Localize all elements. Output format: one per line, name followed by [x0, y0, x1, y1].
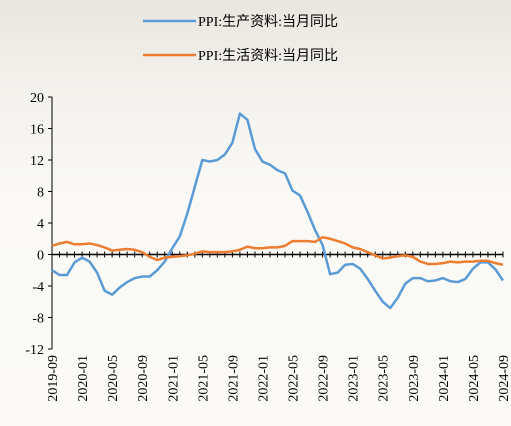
x-tick-label: 2023-01 — [347, 355, 362, 402]
x-tick-label: 2023-05 — [377, 355, 392, 402]
x-tick-label: 2024-01 — [437, 355, 452, 402]
x-tick-label: 2021-09 — [226, 355, 241, 402]
series-line — [51, 235, 504, 266]
y-tick-label: -12 — [25, 343, 44, 358]
x-tick-label: 2021-01 — [166, 355, 181, 402]
y-tick-label: 0 — [37, 249, 44, 264]
x-tick-label: 2019-09 — [46, 355, 61, 402]
x-tick-label: 2020-05 — [106, 355, 121, 402]
x-tick-label: 2023-09 — [407, 355, 422, 402]
x-tick-label: 2022-09 — [317, 355, 332, 402]
x-tick-label: 2021-05 — [196, 355, 211, 402]
y-tick-label: 12 — [30, 154, 44, 169]
y-tick-label: -8 — [32, 312, 44, 327]
y-tick-label: 4 — [37, 217, 44, 232]
series-line — [51, 112, 505, 310]
y-tick-label: 20 — [30, 91, 44, 106]
x-tick-label: 2024-05 — [467, 355, 482, 402]
x-tick-label: 2020-09 — [136, 355, 151, 402]
y-tick-label: -4 — [32, 280, 44, 295]
x-tick-label: 2020-01 — [76, 355, 91, 402]
legend-label: PPI:生活资料:当月同比 — [198, 48, 338, 64]
y-tick-label: 8 — [37, 186, 44, 201]
y-tick-label: 16 — [30, 123, 44, 138]
x-tick-label: 2022-05 — [287, 355, 302, 402]
legend-label: PPI:生产资料:当月同比 — [198, 14, 338, 30]
x-tick-label: 2024-09 — [497, 355, 511, 402]
x-tick-label: 2022-01 — [256, 355, 271, 402]
